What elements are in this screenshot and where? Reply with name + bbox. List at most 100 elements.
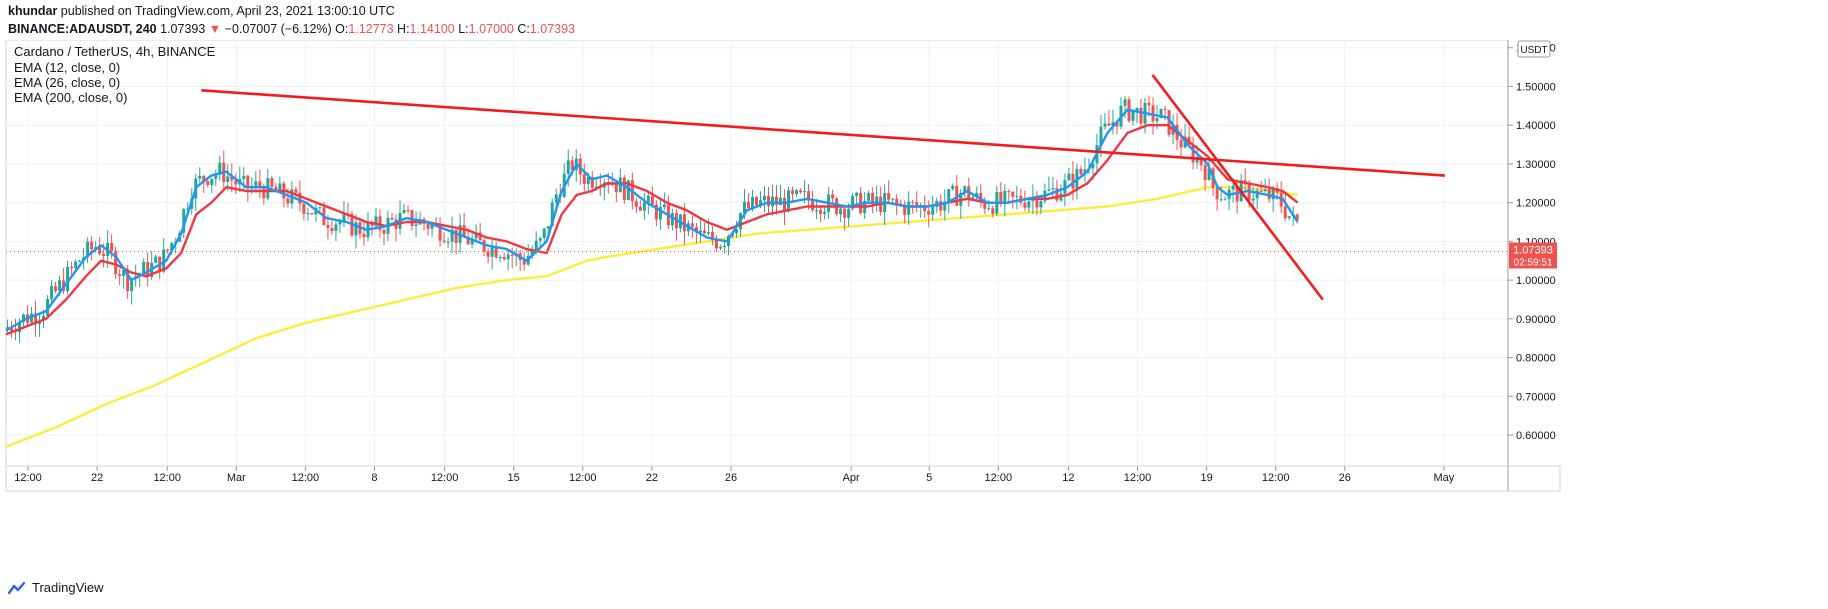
time-tick-label: 12:00 [292, 472, 320, 484]
candle-body [494, 246, 498, 258]
candle-body [302, 203, 306, 214]
candle-body [783, 197, 787, 212]
candle-body [614, 183, 618, 193]
candle-body [18, 322, 22, 333]
candle-body [310, 213, 314, 215]
candle-body [546, 226, 550, 229]
candle-body [402, 210, 406, 214]
candle-body [943, 202, 947, 211]
candle [258, 169, 262, 199]
candle-body [714, 240, 718, 249]
candle-body [771, 196, 775, 207]
candle-body [1191, 144, 1195, 163]
brand-label: TradingView [32, 580, 104, 595]
candle [674, 208, 678, 241]
current-price-tag [1509, 242, 1557, 269]
candle-body [34, 313, 38, 324]
candle [1071, 161, 1075, 201]
candle-body [426, 223, 430, 229]
candle [306, 207, 310, 221]
candle-body [911, 201, 915, 203]
candle-body [1259, 190, 1263, 192]
candle-body [1011, 191, 1015, 197]
candle-body [1271, 188, 1275, 200]
candle-body [122, 269, 126, 276]
candle [1067, 167, 1071, 182]
legend-ema12[interactable]: EMA (12, close, 0) [14, 60, 121, 75]
candle [362, 221, 366, 246]
candle-body [895, 198, 899, 204]
candle-body [330, 227, 334, 232]
candle-body [650, 195, 654, 205]
low-value: 1.07000 [468, 22, 514, 36]
tradingview-brand[interactable]: TradingView [8, 580, 104, 595]
candle-body [654, 204, 658, 220]
candle-body [270, 178, 274, 187]
candle-body [318, 207, 322, 209]
candle [702, 222, 706, 235]
candle-body [42, 315, 46, 321]
candle [1111, 109, 1115, 135]
candle [154, 254, 158, 264]
candle-body [702, 230, 706, 234]
candle [799, 188, 803, 194]
candle [734, 221, 738, 238]
candle-body [787, 190, 791, 212]
candle [1107, 110, 1111, 126]
candle [622, 174, 626, 204]
candle-body [1179, 139, 1183, 148]
candle-body [746, 201, 750, 209]
candle [526, 244, 530, 266]
candle-body [542, 228, 546, 239]
candle [26, 305, 30, 325]
price-tick-label: 0.60000 [1516, 430, 1556, 442]
candle-body [951, 185, 955, 190]
candle [514, 248, 518, 266]
candle-body [170, 242, 174, 251]
plot-frame [5, 40, 1509, 467]
candle-body [590, 177, 594, 188]
time-tick-label: 26 [1339, 472, 1351, 484]
candle [166, 248, 170, 254]
candle-body [658, 207, 662, 220]
candle-body [1123, 99, 1127, 106]
candle [398, 200, 402, 235]
candle-body [1135, 107, 1139, 112]
candle-body [374, 216, 378, 226]
candle [614, 183, 618, 203]
candle [1119, 97, 1123, 130]
candle-body [482, 240, 486, 252]
candle-body [875, 196, 879, 203]
candle [714, 235, 718, 252]
author-name[interactable]: khundar [8, 4, 58, 18]
candle-body [1079, 168, 1083, 175]
legend-ema200[interactable]: EMA (200, close, 0) [14, 90, 128, 105]
price-tick-label: 1.30000 [1516, 159, 1556, 171]
candle-body [1219, 199, 1223, 201]
candle-body [430, 224, 434, 229]
candle-body [102, 253, 106, 257]
candle [382, 224, 386, 246]
candle [438, 217, 442, 247]
candle-body [1003, 190, 1007, 204]
candle-body [618, 177, 622, 193]
legend-ema26[interactable]: EMA (26, close, 0) [14, 75, 121, 90]
candle-body [570, 160, 574, 171]
candle-body [342, 213, 346, 222]
price-chart[interactable]: 1.600001.500001.400001.300001.200001.100… [0, 40, 1828, 570]
candle [927, 200, 931, 228]
candle-body [58, 280, 62, 292]
candle-body [230, 176, 234, 181]
candle [130, 277, 134, 305]
candle [542, 227, 546, 244]
candle [86, 237, 90, 264]
candle-body [1023, 202, 1027, 208]
candle [843, 205, 847, 231]
candle [746, 193, 750, 211]
candle [1047, 176, 1051, 192]
candle-body [646, 195, 650, 203]
candle [1283, 194, 1287, 222]
candle-body [1055, 188, 1059, 201]
candle-body [186, 208, 190, 210]
price-tick-label: 1.00000 [1516, 275, 1556, 287]
